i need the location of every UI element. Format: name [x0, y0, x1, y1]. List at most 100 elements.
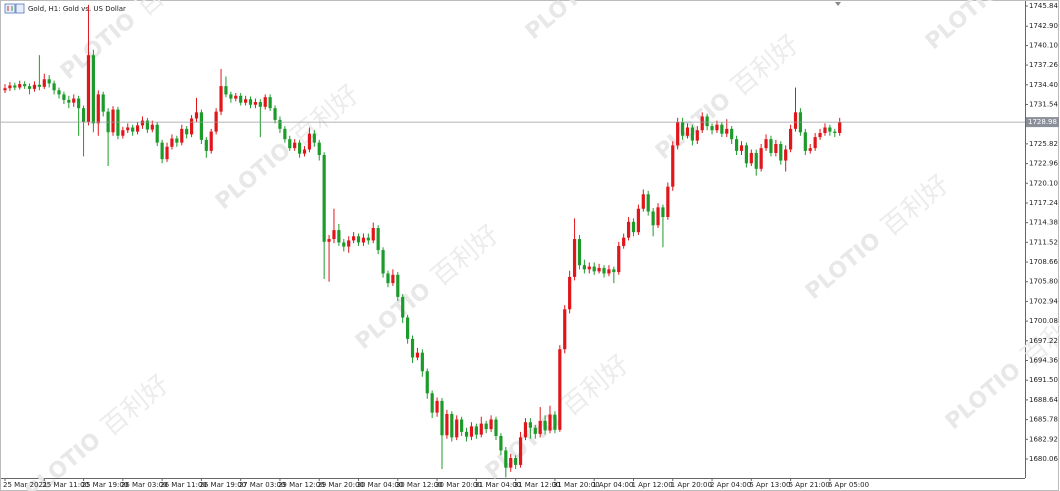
- candle-body: [366, 237, 370, 241]
- candle-body: [342, 242, 346, 247]
- candle-body: [42, 79, 46, 87]
- y-tick-label: 1734.40: [1029, 81, 1058, 89]
- candle-body: [175, 138, 179, 143]
- candle-body: [268, 97, 272, 109]
- candle-body: [626, 221, 631, 238]
- candle-body: [288, 139, 292, 149]
- candle-body: [823, 127, 827, 133]
- candle-body: [312, 133, 316, 143]
- candle-body: [464, 431, 469, 437]
- candle-body: [744, 145, 749, 164]
- candle-body: [293, 142, 297, 149]
- candle-body: [445, 413, 449, 436]
- candle-body: [96, 94, 100, 124]
- candle-body: [651, 211, 655, 226]
- candle-body: [504, 450, 508, 468]
- candle-body: [337, 230, 341, 243]
- candle-body: [116, 109, 120, 136]
- candle-body: [617, 245, 621, 273]
- candle-body: [347, 240, 351, 247]
- candle-body: [543, 420, 547, 431]
- candle-body: [538, 420, 542, 434]
- y-tick-label: 1680.06: [1029, 455, 1058, 463]
- candle-body: [32, 84, 37, 89]
- candle-body: [278, 119, 282, 129]
- candle-body: [37, 84, 41, 87]
- candle-body: [47, 79, 51, 84]
- candle-body: [695, 130, 699, 141]
- candle-body: [62, 94, 66, 100]
- candle-body: [135, 125, 140, 132]
- y-tick-label: 1688.64: [1029, 396, 1058, 404]
- candle-body: [523, 422, 528, 438]
- candle-body: [553, 414, 557, 430]
- candle-body: [381, 250, 385, 274]
- candle-body: [72, 98, 76, 103]
- shift-marker: [835, 2, 841, 6]
- x-tick-label: 29 Mar 12:00: [278, 481, 325, 489]
- x-tick-label: 25 Mar 19:00: [82, 481, 129, 489]
- last-price-box: [1026, 117, 1059, 128]
- candle-body: [597, 267, 601, 272]
- x-tick-label: 5 Apr 21:00: [789, 481, 830, 489]
- y-tick-label: 1711.52: [1029, 238, 1058, 246]
- candle-body: [111, 109, 115, 133]
- candle-body: [263, 97, 267, 107]
- candle-body: [607, 269, 611, 274]
- y-tick-label: 1691.50: [1029, 376, 1058, 384]
- x-tick-label: 31 Mar 20:00: [553, 481, 600, 489]
- x-tick-label: 29 Mar 20:00: [317, 481, 364, 489]
- candle-body: [27, 86, 32, 89]
- candle-body: [568, 276, 572, 310]
- candle-body: [165, 146, 169, 160]
- candle-body: [680, 121, 685, 136]
- x-tick-label: 25 Mar 11:00: [42, 481, 89, 489]
- candle-body: [725, 128, 729, 134]
- candle-body: [77, 98, 81, 109]
- x-tick-label: 26 Mar 11:00: [160, 481, 207, 489]
- candle-body: [730, 128, 734, 140]
- candle-body: [420, 352, 424, 372]
- y-tick-label: 1742.90: [1029, 22, 1058, 30]
- candle-body: [641, 194, 645, 209]
- candle-body: [391, 274, 395, 284]
- x-tick-label: 31 Mar 12:00: [514, 481, 561, 489]
- y-tick-label: 1685.78: [1029, 416, 1058, 424]
- candle-body: [8, 85, 12, 89]
- candle-body: [253, 101, 258, 105]
- candle-body: [23, 84, 27, 87]
- candle-body: [558, 349, 562, 430]
- candle-body: [361, 237, 366, 243]
- candle-body: [425, 371, 429, 394]
- candle-body: [514, 458, 518, 465]
- candle-body: [548, 414, 552, 431]
- candle-body: [18, 84, 22, 88]
- candle-body: [528, 422, 532, 428]
- y-tick-label: 1740.10: [1029, 42, 1058, 50]
- candle-body: [57, 90, 61, 95]
- candle-body: [155, 124, 159, 143]
- y-tick-label: 1722.96: [1029, 160, 1058, 168]
- candle-body: [612, 269, 616, 273]
- candle-body: [150, 124, 154, 130]
- candle-body: [101, 94, 105, 112]
- candle-body: [631, 221, 636, 233]
- candle-body: [784, 149, 788, 161]
- candle-body: [789, 128, 793, 150]
- candle-body: [533, 427, 537, 434]
- candle-body: [833, 131, 837, 133]
- x-tick-label: 27 Mar 03:00: [239, 481, 286, 489]
- candle-body: [406, 317, 410, 339]
- candle-body: [700, 116, 704, 131]
- y-tick-label: 1745.84: [1029, 2, 1058, 10]
- x-tick-label: 30 Mar 04:00: [357, 481, 404, 489]
- x-tick-label: 1 Apr 04:00: [592, 481, 633, 489]
- candle-body: [661, 207, 665, 217]
- candle-body: [332, 230, 336, 240]
- y-tick-label: 1731.54: [1029, 100, 1058, 108]
- candle-body: [356, 236, 361, 243]
- candle-body: [248, 99, 253, 105]
- candle-body: [307, 133, 312, 150]
- candle-body: [86, 55, 91, 122]
- candle-body: [140, 120, 145, 126]
